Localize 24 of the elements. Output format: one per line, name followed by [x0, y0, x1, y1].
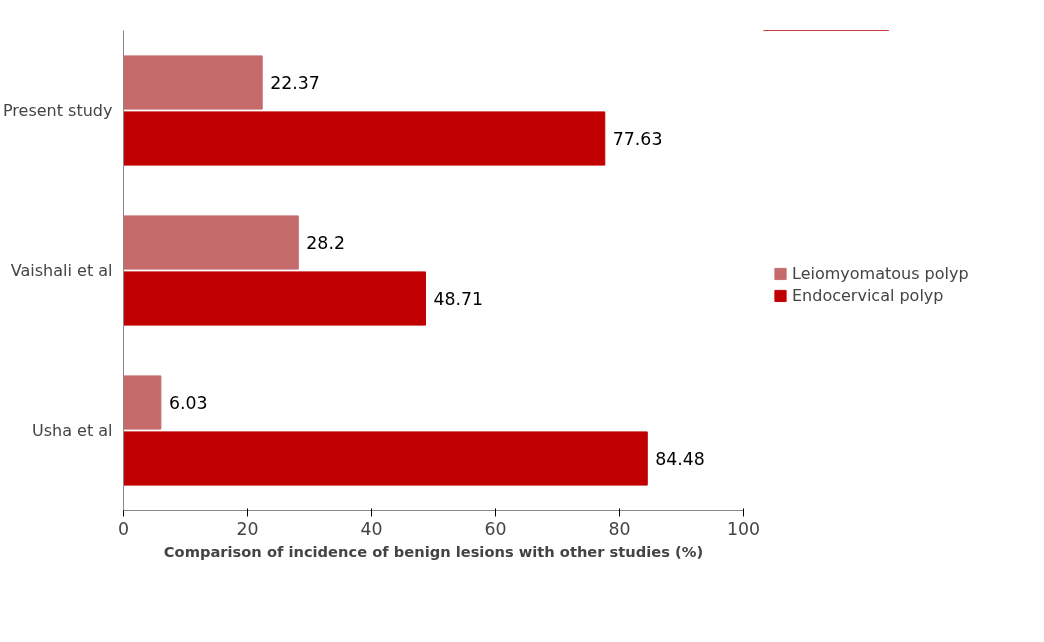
data-label: 28.2 — [306, 233, 345, 253]
y-tick-label: Usha et al — [31, 421, 113, 440]
x-tick-label: 0 — [117, 518, 130, 539]
y-tick-label: Vaishali et al — [10, 261, 113, 280]
legend-label: Leiomyomatous polyp — [792, 263, 969, 283]
x-tick-label: 80 — [608, 518, 631, 539]
bar — [123, 111, 606, 166]
bar — [123, 215, 299, 270]
data-label: 48.71 — [433, 289, 484, 309]
bar — [123, 375, 162, 430]
x-tick-label: 40 — [360, 518, 383, 539]
data-label: 77.63 — [612, 129, 663, 149]
x-tick-label: 100 — [726, 518, 761, 539]
x-tick-label: 20 — [236, 518, 259, 539]
legend-label: Endocervical polyp — [792, 285, 944, 305]
data-label: 22.37 — [270, 73, 320, 93]
data-label: 84.48 — [655, 449, 705, 469]
bar — [123, 271, 426, 326]
x-tick-label: 60 — [484, 518, 507, 539]
data-label: 6.03 — [168, 393, 208, 413]
y-tick-label: Present study — [3, 101, 113, 120]
bar — [123, 55, 263, 110]
bar — [123, 431, 648, 486]
x-axis-title: Comparison of incidence of benign lesions with other studies (%) — [163, 542, 704, 560]
